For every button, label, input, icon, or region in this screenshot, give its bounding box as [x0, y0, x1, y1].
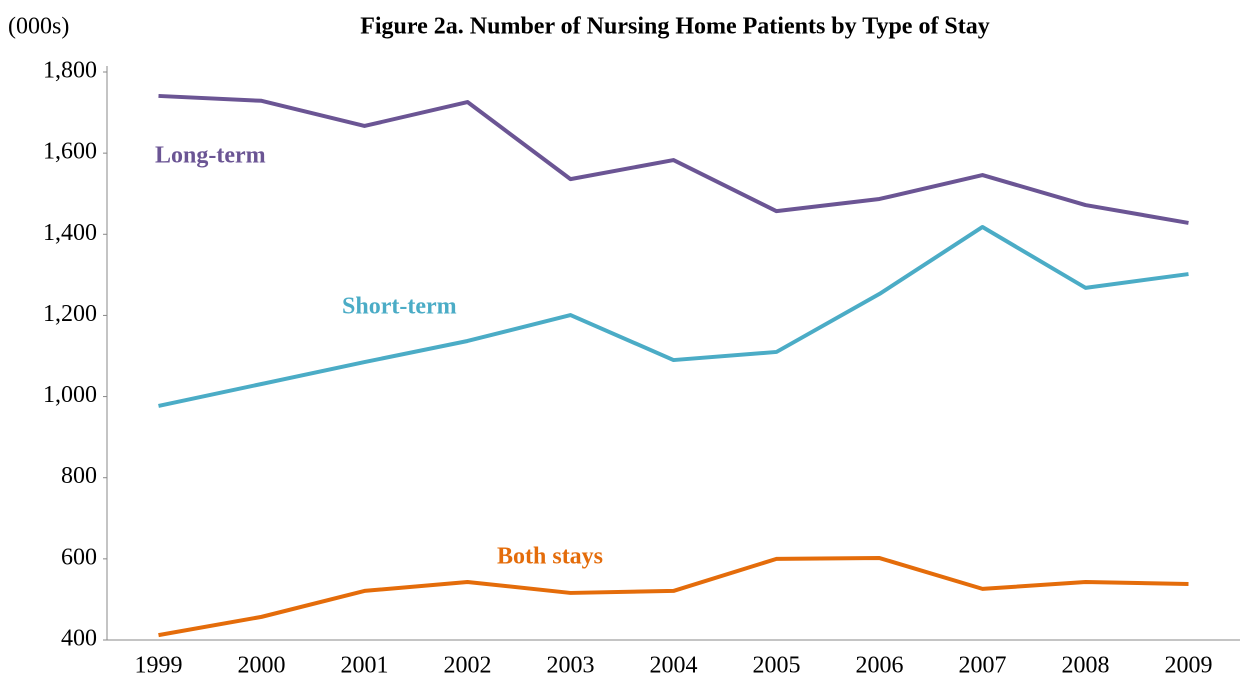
series-line [158, 93, 1189, 225]
y-tick-label: 1,200 [43, 301, 97, 327]
y-tick-label: 1,400 [43, 220, 97, 246]
x-tick-label: 2002 [444, 653, 492, 679]
series-label: Short-term [342, 294, 457, 320]
x-tick-label: 2003 [547, 653, 595, 679]
x-tick-label: 2008 [1062, 653, 1110, 679]
y-tick-label: 400 [61, 626, 97, 652]
x-tick-label: 2001 [341, 653, 389, 679]
x-tick-label: 2006 [856, 653, 904, 679]
series-label: Long-term [155, 143, 266, 169]
series-line [158, 224, 1189, 408]
y-tick-label: 1,600 [43, 139, 97, 165]
y-tick-label: 800 [61, 463, 97, 489]
series-label: Both stays [497, 544, 603, 570]
x-tick-label: 2009 [1165, 653, 1213, 679]
x-tick-label: 2007 [959, 653, 1007, 679]
y-axis-unit: (000s) [8, 14, 69, 40]
chart-title: Figure 2a. Number of Nursing Home Patien… [360, 14, 990, 40]
y-tick-label: 600 [61, 544, 97, 570]
y-tick-label: 1,000 [43, 382, 97, 408]
series-line [158, 556, 1189, 638]
x-tick-label: 2005 [753, 653, 801, 679]
y-tick-label: 1,800 [43, 58, 97, 84]
x-tick-label: 2000 [238, 653, 286, 679]
x-tick-label: 2004 [650, 653, 698, 679]
x-tick-label: 1999 [135, 653, 183, 679]
